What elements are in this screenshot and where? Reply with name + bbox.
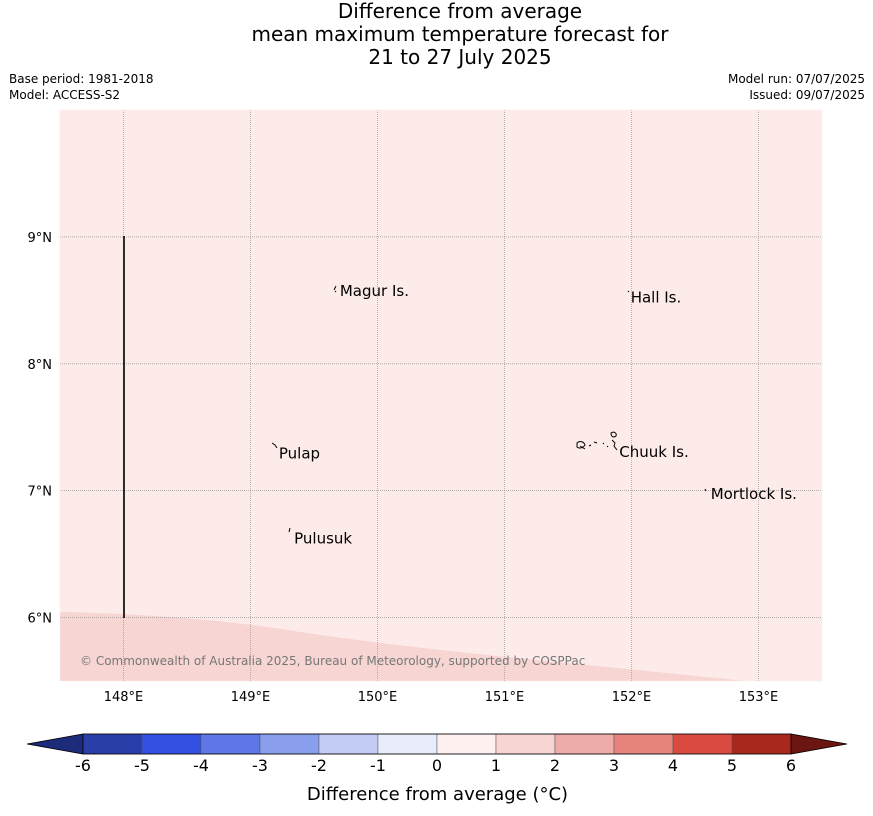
colorbar-segment bbox=[141, 733, 202, 755]
colorbar-tick-label: 0 bbox=[432, 756, 442, 775]
forecast-map: Magur Is. Hall Is. Pulap Chuuk Is. Mortlock … bbox=[26, 109, 848, 775]
colorbar-under-arrow bbox=[26, 733, 84, 755]
colorbar-tick-label: 3 bbox=[609, 756, 619, 775]
title-line-3: 21 to 27 July 2025 bbox=[368, 45, 552, 69]
place-labels: Magur Is. Hall Is. Pulap Chuuk Is. Mortlock … bbox=[279, 282, 797, 547]
colorbar-segment bbox=[377, 733, 438, 755]
map-copyright: © Commonwealth of Australia 2025, Bureau… bbox=[80, 654, 585, 668]
lat-tick-label: 6°N bbox=[28, 612, 53, 627]
lat-tick-label: 7°N bbox=[28, 485, 53, 500]
colorbar-tick-label: 4 bbox=[668, 756, 678, 775]
meta-right: Model run: 07/07/2025 Issued: 09/07/2025 bbox=[728, 71, 865, 103]
colorbar-tick-label: 5 bbox=[727, 756, 737, 775]
colorbar-tick-label: -5 bbox=[134, 756, 150, 775]
lon-tick-label: 150°E bbox=[358, 690, 398, 705]
place-label: Pulusuk bbox=[294, 529, 352, 547]
colorbar-segment bbox=[495, 733, 556, 755]
colorbar-segment bbox=[731, 733, 792, 755]
pulap-island-shape bbox=[271, 442, 278, 449]
model-run-label: Model run: 07/07/2025 bbox=[727, 72, 865, 86]
hall-island-shape bbox=[627, 290, 630, 293]
colorbar-label: Difference from average (°C) bbox=[306, 784, 569, 805]
axis-tick-labels: 148°E 149°E 150°E 151°E 152°E 153°E 9°N 8°N 7°N 6… bbox=[28, 231, 779, 705]
issued-label: Issued: 09/07/2025 bbox=[749, 88, 865, 102]
magur-island-shape bbox=[333, 285, 337, 293]
graticule bbox=[60, 110, 822, 681]
colorbar-tick-label: -2 bbox=[311, 756, 327, 775]
colorbar-segment bbox=[200, 733, 261, 755]
lon-tick-label: 153°E bbox=[739, 690, 779, 705]
colorbar-segment bbox=[554, 733, 615, 755]
colorbar-frame bbox=[82, 733, 792, 755]
title-line-1: Difference from average bbox=[337, 0, 583, 23]
colorbar-tick-label: -6 bbox=[75, 756, 91, 775]
colorbar-tick-label: 6 bbox=[786, 756, 796, 775]
meta-left: Base period: 1981-2018 Model: ACCESS-S2 bbox=[9, 71, 154, 103]
colorbar-segment bbox=[672, 733, 733, 755]
place-label: Magur Is. bbox=[340, 282, 409, 300]
colorbar-segment bbox=[82, 733, 143, 755]
lon-tick-label: 152°E bbox=[612, 690, 652, 705]
model-label: Model: ACCESS-S2 bbox=[9, 88, 121, 102]
place-label: Mortlock Is. bbox=[711, 485, 797, 503]
lon-tick-label: 151°E bbox=[485, 690, 525, 705]
island-outlines bbox=[271, 285, 707, 533]
colorbar-tick-label: 2 bbox=[550, 756, 560, 775]
colorbar-segment bbox=[318, 733, 379, 755]
colorbar-segment bbox=[613, 733, 674, 755]
anomaly-region-1-to-2 bbox=[60, 612, 745, 681]
colorbar: -6 -5 -4 -3 -2 -1 0 1 2 3 4 5 6 bbox=[26, 733, 848, 775]
title-line-2: mean maximum temperature forecast for bbox=[251, 22, 669, 46]
map-frame bbox=[59, 109, 823, 682]
base-period-label: Base period: 1981-2018 bbox=[9, 72, 154, 86]
lat-tick-label: 8°N bbox=[28, 358, 53, 373]
lat-tick-label: 9°N bbox=[28, 231, 53, 246]
lon-tick-label: 149°E bbox=[231, 690, 271, 705]
place-label: Chuuk Is. bbox=[619, 443, 688, 461]
colorbar-over-arrow bbox=[790, 733, 848, 755]
colorbar-tick-label: -1 bbox=[370, 756, 386, 775]
map-title: Difference from average mean maximum tem… bbox=[0, 0, 873, 69]
mortlock-island-shape bbox=[704, 488, 707, 492]
colorbar-segment bbox=[436, 733, 497, 755]
map-background bbox=[60, 110, 822, 681]
colorbar-tick-label: -3 bbox=[252, 756, 268, 775]
chuuk-lagoon-shape bbox=[576, 431, 618, 451]
place-label: Hall Is. bbox=[631, 288, 682, 306]
pulusuk-island-shape bbox=[288, 527, 291, 533]
colorbar-tick-label: 1 bbox=[491, 756, 501, 775]
colorbar-segment bbox=[259, 733, 320, 755]
colorbar-tick-label: -4 bbox=[193, 756, 209, 775]
lon-tick-label: 148°E bbox=[104, 690, 144, 705]
place-label: Pulap bbox=[279, 444, 320, 462]
